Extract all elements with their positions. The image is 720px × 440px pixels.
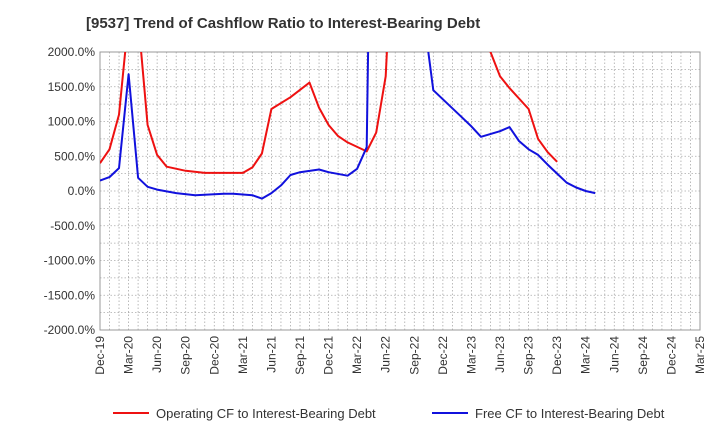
y-tick-label: -500.0% <box>50 219 95 233</box>
x-tick-label: Dec-21 <box>322 336 336 375</box>
y-tick-labels: 2000.0% 1500.0% 1000.0% 500.0% 0.0% -500.0% -1… <box>44 45 96 337</box>
legend-label: Free CF to Interest-Bearing Debt <box>475 406 665 421</box>
x-tick-label: Sep-22 <box>407 336 421 375</box>
x-tick-label: Jun-22 <box>379 336 393 373</box>
chart-title: [9537] Trend of Cashflow Ratio to Intere… <box>86 15 480 32</box>
x-tick-label: Jun-24 <box>607 336 621 373</box>
series-line-operating-cf <box>100 52 558 174</box>
y-tick-label: -2000.0% <box>44 323 96 337</box>
x-tick-label: Jun-20 <box>150 336 164 373</box>
x-tick-label: Sep-23 <box>522 336 536 375</box>
series-lines <box>100 52 596 200</box>
x-tick-label: Mar-22 <box>350 336 364 374</box>
x-tick-label: Mar-25 <box>693 336 707 374</box>
legend-label: Operating CF to Interest-Bearing Debt <box>156 406 376 421</box>
x-tick-label: Mar-23 <box>464 336 478 374</box>
y-tick-label: -1500.0% <box>44 288 96 302</box>
y-tick-label: 1500.0% <box>48 80 96 94</box>
x-tick-label: Sep-24 <box>636 336 650 375</box>
y-tick-label: 500.0% <box>54 149 95 163</box>
x-tick-label: Sep-21 <box>293 336 307 375</box>
x-tick-label: Mar-20 <box>122 336 136 374</box>
x-tick-label: Mar-21 <box>236 336 250 374</box>
series-line-free-cf <box>100 52 596 200</box>
y-tick-label: 1000.0% <box>48 115 96 129</box>
x-tick-label: Mar-24 <box>579 336 593 374</box>
x-tick-labels: Dec-19 Mar-20 Jun-20 Sep-20 Dec-20 Mar-21 Jun-… <box>93 336 707 375</box>
x-tick-label: Dec-23 <box>550 336 564 375</box>
plot-frame <box>99 51 701 331</box>
legend: Operating CF to Interest-Bearing Debt Fre… <box>113 406 665 421</box>
y-tick-label: 2000.0% <box>48 45 96 59</box>
x-tick-label: Dec-20 <box>207 336 221 375</box>
y-tick-label: -1000.0% <box>44 254 96 268</box>
x-tick-label: Sep-20 <box>179 336 193 375</box>
y-tick-label: 0.0% <box>68 184 96 198</box>
x-tick-label: Dec-22 <box>436 336 450 375</box>
x-tick-label: Dec-24 <box>664 336 678 375</box>
x-tick-label: Dec-19 <box>93 336 107 375</box>
grid <box>99 51 701 331</box>
x-tick-label: Jun-23 <box>493 336 507 373</box>
x-tick-label: Jun-21 <box>264 336 278 373</box>
